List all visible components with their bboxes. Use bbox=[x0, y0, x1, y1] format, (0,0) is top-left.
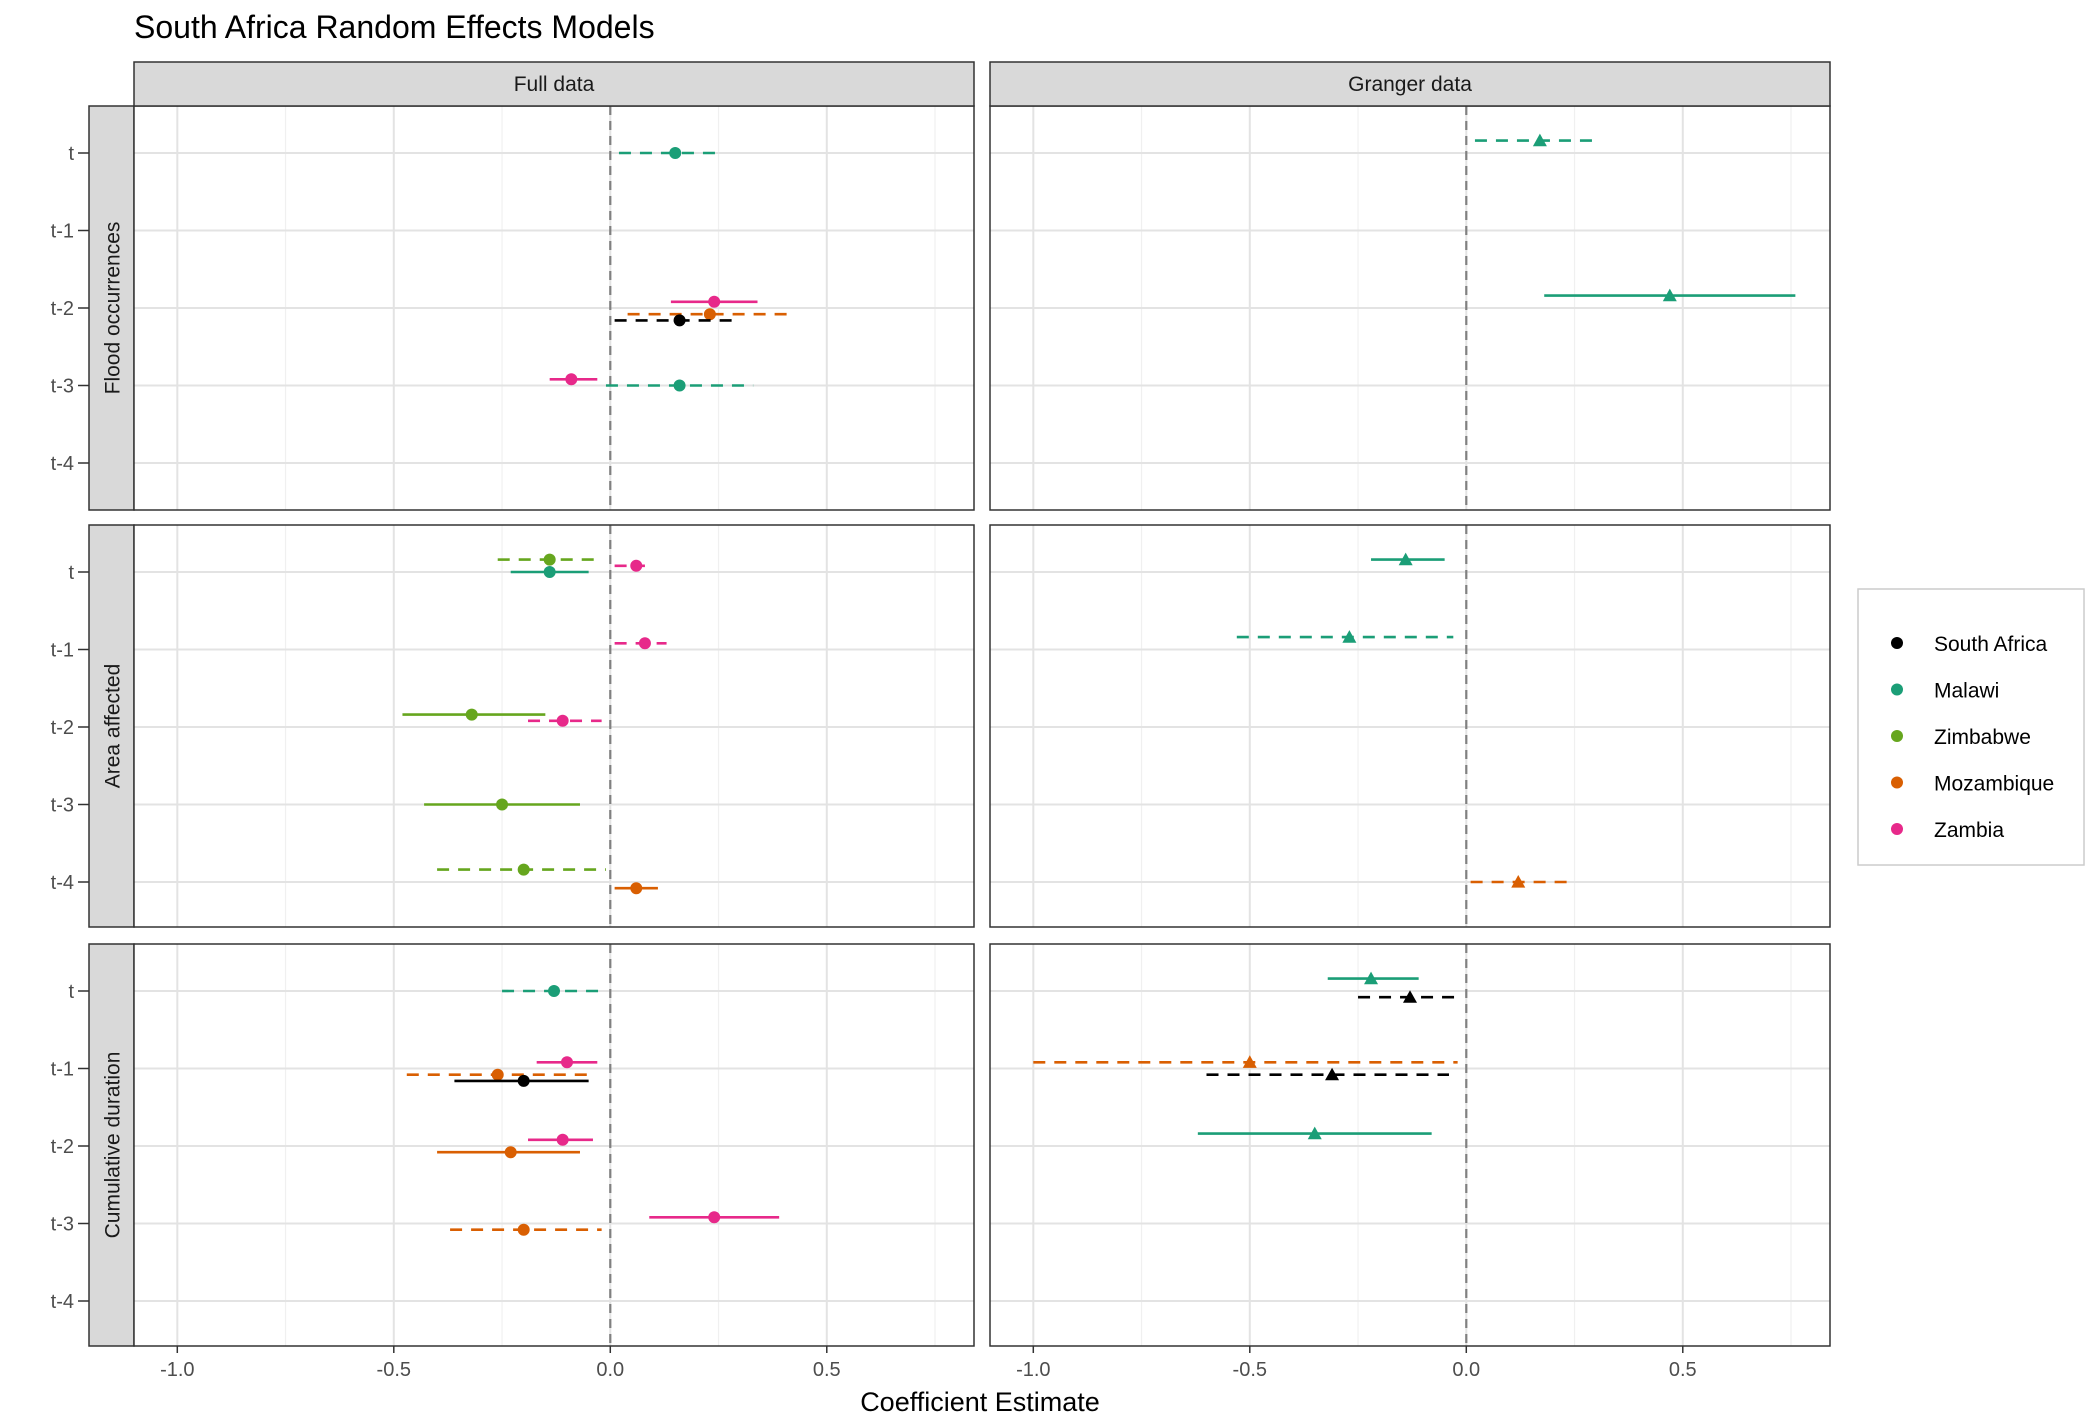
y-tick-label: t-2 bbox=[51, 298, 74, 320]
legend-label-zimbabwe: Zimbabwe bbox=[1934, 726, 2031, 749]
legend-key-mozambique bbox=[1891, 776, 1903, 789]
legend-label-mozambique: Mozambique bbox=[1934, 773, 2054, 796]
point-zimbabwe-t bbox=[543, 553, 556, 566]
point-zambia-t-2 bbox=[708, 295, 721, 308]
panel-full-data-area-affected bbox=[133, 524, 975, 928]
panel-granger-data-flood-occurrences bbox=[989, 105, 1831, 511]
x-tick-label: 0.5 bbox=[1669, 1359, 1697, 1381]
point-malawi-t-triangle bbox=[1398, 552, 1413, 566]
y-tick-label: t-3 bbox=[51, 795, 74, 817]
y-tick-label: t-1 bbox=[51, 221, 74, 243]
panel-full-data-flood-occurrences bbox=[133, 105, 975, 511]
legend-label-south-africa: South Africa bbox=[1934, 633, 2048, 656]
column-strip-granger-data bbox=[989, 61, 1831, 107]
point-zambia-t-1 bbox=[560, 1056, 573, 1069]
point-malawi-t-2-triangle bbox=[1307, 1126, 1322, 1140]
y-tick-label: t-2 bbox=[51, 1136, 74, 1158]
point-zimbabwe-t-3 bbox=[496, 798, 509, 811]
legend-key-zambia bbox=[1891, 823, 1903, 835]
x-tick-label: -1.0 bbox=[160, 1359, 194, 1381]
point-zambia-t-3 bbox=[708, 1211, 721, 1224]
x-tick-label: 0.0 bbox=[596, 1359, 624, 1381]
x-tick-label: 0.5 bbox=[813, 1359, 841, 1381]
y-tick-label: t-4 bbox=[51, 872, 74, 894]
point-zambia-t-2 bbox=[556, 1133, 569, 1146]
legend-key-south-africa bbox=[1891, 637, 1903, 649]
point-zambia-t bbox=[630, 559, 643, 572]
row-strip-flood-occurrences bbox=[88, 105, 135, 511]
point-south-africa-t-triangle bbox=[1403, 990, 1417, 1003]
y-tick-label: t-3 bbox=[51, 376, 74, 398]
point-mozambique-t-1 bbox=[491, 1068, 504, 1081]
y-tick-label: t-4 bbox=[51, 1291, 74, 1313]
y-tick-label: t-4 bbox=[51, 453, 74, 475]
panel-border bbox=[133, 943, 975, 1347]
y-tick-label: t-3 bbox=[51, 1214, 74, 1236]
row-strip-label: Flood occurrences bbox=[102, 222, 125, 395]
point-south-africa-t-1-triangle bbox=[1325, 1067, 1340, 1081]
chart-title: South Africa Random Effects Models bbox=[134, 9, 655, 45]
x-tick-label: -1.0 bbox=[1016, 1359, 1050, 1381]
legend-key-malawi bbox=[1891, 683, 1903, 696]
y-tick-label: t-1 bbox=[51, 640, 74, 662]
y-tick-label: t bbox=[68, 562, 74, 584]
point-malawi-t-1-triangle bbox=[1342, 630, 1357, 643]
column-strip-label: Full data bbox=[514, 73, 595, 96]
legend: South Africa Malawi Zimbabwe Mozambique Zamb… bbox=[1857, 588, 2085, 866]
panel-border bbox=[133, 524, 975, 928]
point-mozambique-t-4-triangle bbox=[1511, 875, 1526, 888]
point-malawi-t bbox=[669, 147, 682, 159]
point-mozambique-t-2 bbox=[703, 308, 716, 321]
point-zambia-t-2 bbox=[556, 714, 569, 727]
point-mozambique-t-4 bbox=[630, 882, 643, 895]
point-malawi-t-2-triangle bbox=[1662, 288, 1677, 302]
y-tick-label: t bbox=[68, 143, 74, 165]
panel-full-data-cumulative-duration bbox=[133, 943, 975, 1347]
point-mozambique-t-1-triangle bbox=[1242, 1055, 1257, 1068]
x-tick-label: -0.5 bbox=[1233, 1359, 1267, 1381]
row-strip-area-affected bbox=[88, 524, 135, 928]
point-south-africa-t-2 bbox=[673, 314, 686, 327]
legend-box bbox=[1857, 588, 2085, 866]
y-tick-label: t-1 bbox=[51, 1059, 74, 1081]
panel-border bbox=[989, 943, 1831, 1347]
point-malawi-t bbox=[548, 985, 560, 997]
panel-border bbox=[989, 524, 1831, 928]
row-strip-cumulative-duration bbox=[88, 943, 135, 1347]
column-strip-label: Granger data bbox=[1348, 73, 1472, 96]
point-malawi-t-3 bbox=[673, 379, 686, 392]
legend-label-malawi: Malawi bbox=[1934, 680, 1999, 703]
facet-panels: Flood occurrences t t-1 t-2 t-3 t-4 Area affec… bbox=[51, 61, 1831, 1381]
point-mozambique-t-2 bbox=[504, 1146, 517, 1159]
legend-key-zimbabwe bbox=[1891, 730, 1903, 742]
x-tick-label: 0.0 bbox=[1452, 1359, 1480, 1381]
point-zimbabwe-t-2 bbox=[465, 708, 478, 721]
panel-granger-data-cumulative-duration bbox=[989, 943, 1831, 1347]
panel-granger-data-area-affected bbox=[989, 524, 1831, 928]
legend-label-zambia: Zambia bbox=[1934, 819, 2004, 842]
row-strip-label: Cumulative duration bbox=[102, 1052, 125, 1239]
y-tick-label: t bbox=[68, 981, 74, 1003]
column-strip-full-data bbox=[133, 61, 975, 107]
y-tick-label: t-2 bbox=[51, 717, 74, 739]
row-strip-label: Area affected bbox=[102, 664, 125, 789]
x-axis-title: Coefficient Estimate bbox=[860, 1387, 1100, 1417]
point-zambia-t-1 bbox=[638, 637, 651, 650]
point-malawi-t-triangle bbox=[1364, 971, 1379, 985]
point-zimbabwe-t-4 bbox=[517, 863, 530, 876]
point-malawi-t-triangle bbox=[1532, 133, 1547, 147]
point-malawi-t bbox=[543, 566, 556, 578]
point-south-africa-t-1 bbox=[517, 1074, 530, 1087]
point-mozambique-t-3 bbox=[517, 1223, 530, 1236]
x-tick-label: -0.5 bbox=[377, 1359, 411, 1381]
point-zambia-t-3 bbox=[565, 373, 578, 386]
